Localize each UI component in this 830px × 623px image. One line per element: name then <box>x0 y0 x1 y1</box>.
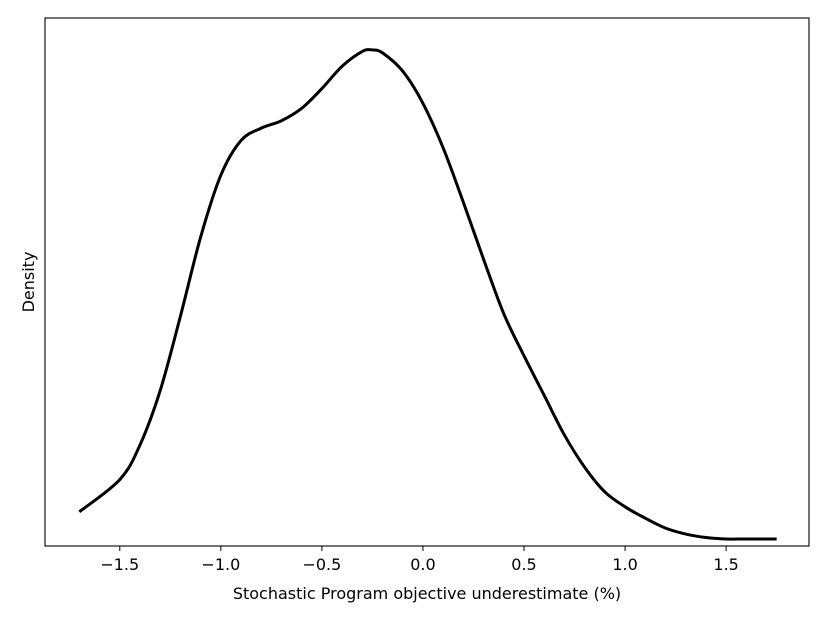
x-axis-label: Stochastic Program objective underestima… <box>233 584 621 603</box>
x-tick-label: 1.0 <box>612 555 637 574</box>
x-tick-label: −0.5 <box>302 555 341 574</box>
x-axis-ticks: −1.5 −1.0 −0.5 0.0 0.5 1.0 1.5 <box>100 546 739 574</box>
y-axis-label: Density <box>19 252 38 313</box>
x-tick-label: 1.5 <box>713 555 738 574</box>
x-tick-label: −1.5 <box>100 555 139 574</box>
x-tick-label: 0.5 <box>511 555 536 574</box>
x-tick-label: −1.0 <box>201 555 240 574</box>
series-layer <box>78 48 777 541</box>
x-tick-label: 0.0 <box>410 555 435 574</box>
plot-frame <box>44 17 810 547</box>
density-curve <box>78 48 777 541</box>
